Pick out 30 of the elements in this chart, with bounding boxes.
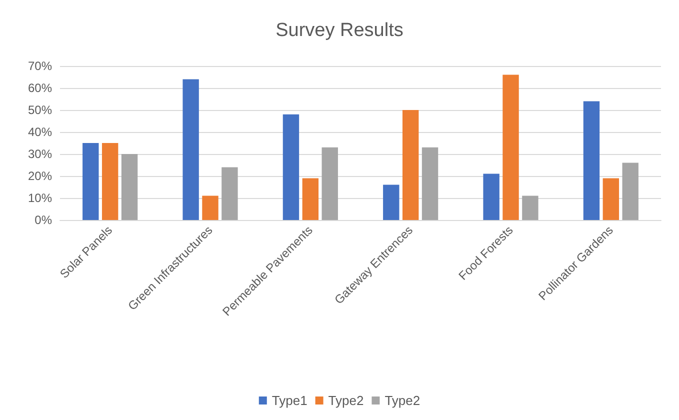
bar <box>483 174 500 220</box>
legend-label: Type1 <box>272 393 308 408</box>
y-tick-label: 60% <box>28 81 52 95</box>
bar <box>383 184 400 220</box>
bar <box>121 154 138 220</box>
bar <box>202 196 218 220</box>
bar <box>282 114 300 220</box>
y-tick-label: 20% <box>28 169 52 183</box>
legend-label: Type2 <box>384 393 420 408</box>
legend-label: Type2 <box>328 393 364 408</box>
bar <box>583 101 600 220</box>
bar <box>302 178 319 220</box>
y-tick-label: 70% <box>28 59 52 73</box>
chart-title: Survey Results <box>276 20 404 41</box>
y-tick-label: 10% <box>28 191 52 205</box>
bar <box>502 74 519 220</box>
bar <box>182 79 199 220</box>
bar <box>402 110 419 220</box>
y-tick-label: 40% <box>28 125 52 139</box>
bar <box>422 147 438 220</box>
bar <box>222 167 238 220</box>
bar <box>602 178 620 220</box>
y-tick-label: 30% <box>28 147 52 161</box>
y-tick-label: 0% <box>34 213 52 227</box>
bar <box>82 143 99 220</box>
bar <box>322 147 338 220</box>
y-tick-label: 50% <box>28 103 52 117</box>
bar <box>622 162 638 220</box>
bar <box>102 143 118 220</box>
bar <box>522 196 538 220</box>
